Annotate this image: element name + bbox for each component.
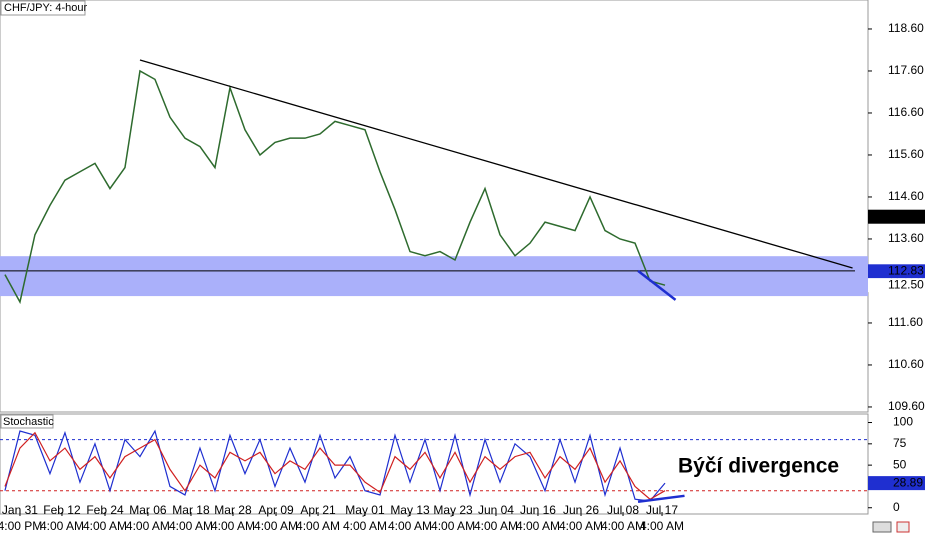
support-zone <box>0 256 868 297</box>
y-tick-label: 113.60 <box>888 231 924 245</box>
value-marker-label: 28.89 <box>893 475 923 489</box>
x-tick-label: Feb 12 <box>43 503 81 517</box>
x-tick-label: Mar 28 <box>214 503 252 517</box>
value-marker <box>868 476 925 491</box>
line <box>4 69 666 305</box>
x-tick-time: 4:00 AM <box>296 519 340 533</box>
price-marker <box>868 278 925 293</box>
stochastic-title: Stochastic <box>3 416 54 428</box>
y-tick-label: 109.60 <box>888 399 925 413</box>
price-marker <box>868 264 925 279</box>
x-tick-time: 4:00 AM <box>474 519 518 533</box>
y-tick-label: 118.60 <box>888 21 924 35</box>
x-tick-label: Mar 06 <box>129 503 167 517</box>
x-tick-time: 4:00 AM <box>431 519 475 533</box>
scroll-icon[interactable] <box>872 521 892 533</box>
y-tick-label: 115.60 <box>888 147 924 161</box>
y-tick-label: 116.60 <box>888 105 924 119</box>
x-tick-time: 4:00 AM <box>211 519 255 533</box>
y-tick-label: 111.60 <box>888 315 923 329</box>
x-tick-time: 4:00 AM <box>640 519 684 533</box>
price-marker-label: 112.83 <box>888 263 924 277</box>
x-tick-time: 4:00 AM <box>40 519 84 533</box>
divergence-line <box>637 269 677 301</box>
x-tick-label: Jan 31 <box>2 503 38 517</box>
price-marker-label: 114.13 <box>888 209 924 223</box>
line <box>4 431 666 500</box>
x-tick-label: Jun 04 <box>478 503 514 517</box>
price-panel <box>0 0 869 413</box>
x-tick-time: 4:00 AM <box>388 519 432 533</box>
x-tick-time: 4:00 AM <box>516 519 560 533</box>
title-box <box>0 414 54 429</box>
close-icon[interactable] <box>896 521 910 533</box>
x-tick-label: Jun 16 <box>520 503 556 517</box>
annotation: Býčí divergence <box>678 455 839 478</box>
stochastic-panel <box>0 413 869 515</box>
x-tick-time: 4:00 AM <box>559 519 603 533</box>
chart-title: CHF/JPY: 4-hour <box>4 2 87 14</box>
x-tick-time: 4:00 AM <box>83 519 127 533</box>
x-tick-label: Feb 24 <box>86 503 124 517</box>
x-tick-time: 4:00 AM <box>254 519 298 533</box>
price-marker-label: 112.50 <box>888 277 924 291</box>
y-tick-label: 100 <box>893 415 913 429</box>
x-tick-label: May 13 <box>390 503 430 517</box>
x-tick-label: Jul 17 <box>646 503 678 517</box>
x-tick-label: Jun 26 <box>563 503 599 517</box>
trendline <box>139 59 853 269</box>
y-tick-label: 110.60 <box>888 357 924 371</box>
divergence-line <box>637 494 685 504</box>
x-tick-label: Apr 09 <box>258 503 294 517</box>
x-tick-time: 4:00 PM <box>0 519 42 533</box>
x-tick-time: 4:00 AM <box>601 519 645 533</box>
x-tick-label: Jul 08 <box>607 503 639 517</box>
y-tick-label: 75 <box>893 436 907 450</box>
price-marker <box>868 209 925 224</box>
x-tick-time: 4:00 AM <box>169 519 213 533</box>
title-box <box>0 0 86 16</box>
y-tick-label: 114.60 <box>888 189 924 203</box>
x-tick-label: Apr 21 <box>300 503 336 517</box>
x-tick-label: May 23 <box>433 503 473 517</box>
y-tick-label: 50 <box>893 457 907 471</box>
y-tick-label: 0 <box>893 500 900 514</box>
x-tick-time: 4:00 AM <box>343 519 387 533</box>
x-tick-label: May 01 <box>345 503 385 517</box>
x-tick-label: Mar 18 <box>172 503 210 517</box>
line <box>4 429 666 502</box>
x-tick-time: 4:00 AM <box>126 519 170 533</box>
y-tick-label: 117.60 <box>888 63 924 77</box>
